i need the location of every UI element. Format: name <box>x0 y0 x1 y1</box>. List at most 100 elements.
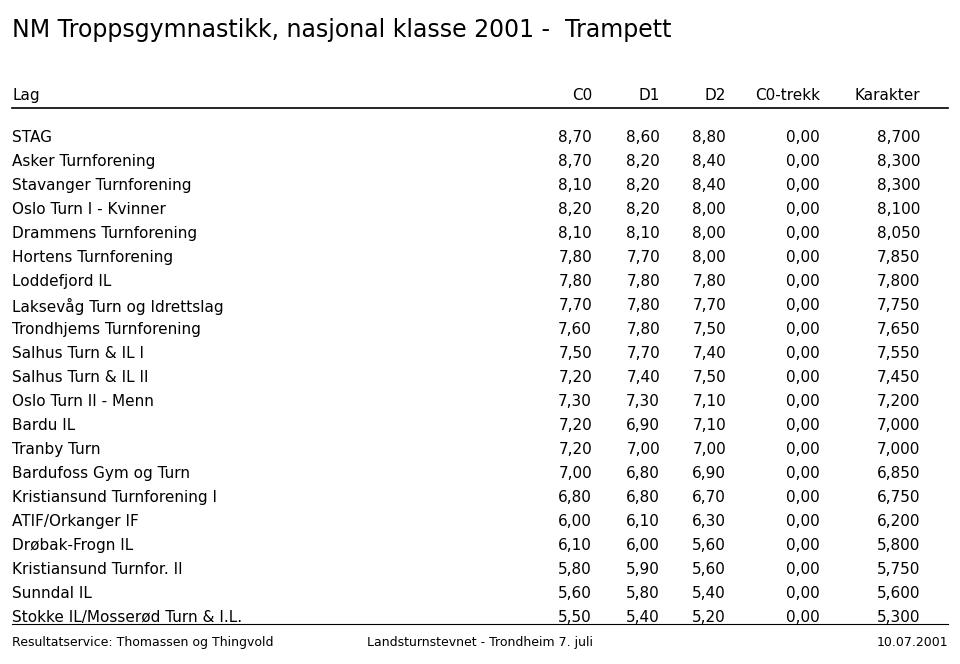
Text: 7,70: 7,70 <box>559 298 592 313</box>
Text: Kristiansund Turnforening I: Kristiansund Turnforening I <box>12 490 217 505</box>
Text: 0,00: 0,00 <box>786 226 820 241</box>
Text: 6,00: 6,00 <box>558 514 592 529</box>
Text: 6,00: 6,00 <box>626 538 660 553</box>
Text: Drøbak-Frogn IL: Drøbak-Frogn IL <box>12 538 133 553</box>
Text: 6,80: 6,80 <box>626 466 660 481</box>
Text: 0,00: 0,00 <box>786 490 820 505</box>
Text: 5,300: 5,300 <box>876 610 920 625</box>
Text: 8,300: 8,300 <box>876 178 920 193</box>
Text: Hortens Turnforening: Hortens Turnforening <box>12 250 173 265</box>
Text: 7,10: 7,10 <box>692 418 726 433</box>
Text: 5,60: 5,60 <box>692 538 726 553</box>
Text: 0,00: 0,00 <box>786 562 820 577</box>
Text: 7,650: 7,650 <box>876 322 920 337</box>
Text: 7,70: 7,70 <box>626 346 660 361</box>
Text: 0,00: 0,00 <box>786 130 820 145</box>
Text: 7,70: 7,70 <box>692 298 726 313</box>
Text: 7,80: 7,80 <box>626 298 660 313</box>
Text: 5,60: 5,60 <box>692 562 726 577</box>
Text: 7,30: 7,30 <box>558 394 592 409</box>
Text: Oslo Turn I - Kvinner: Oslo Turn I - Kvinner <box>12 202 166 217</box>
Text: 10.07.2001: 10.07.2001 <box>876 636 948 649</box>
Text: Trondhjems Turnforening: Trondhjems Turnforening <box>12 322 201 337</box>
Text: 7,800: 7,800 <box>876 274 920 289</box>
Text: Sunndal IL: Sunndal IL <box>12 586 92 601</box>
Text: 7,550: 7,550 <box>876 346 920 361</box>
Text: 7,20: 7,20 <box>559 442 592 457</box>
Text: 6,850: 6,850 <box>876 466 920 481</box>
Text: 7,000: 7,000 <box>876 442 920 457</box>
Text: Stokke IL/Mosserød Turn & I.L.: Stokke IL/Mosserød Turn & I.L. <box>12 610 242 625</box>
Text: 0,00: 0,00 <box>786 250 820 265</box>
Text: 6,200: 6,200 <box>876 514 920 529</box>
Text: Karakter: Karakter <box>854 88 920 103</box>
Text: Laksevåg Turn og Idrettslag: Laksevåg Turn og Idrettslag <box>12 298 224 315</box>
Text: 5,50: 5,50 <box>559 610 592 625</box>
Text: Oslo Turn II - Menn: Oslo Turn II - Menn <box>12 394 154 409</box>
Text: 6,10: 6,10 <box>558 538 592 553</box>
Text: Salhus Turn & IL I: Salhus Turn & IL I <box>12 346 144 361</box>
Text: 7,80: 7,80 <box>559 250 592 265</box>
Text: 7,750: 7,750 <box>876 298 920 313</box>
Text: Asker Turnforening: Asker Turnforening <box>12 154 156 169</box>
Text: 6,750: 6,750 <box>876 490 920 505</box>
Text: 8,00: 8,00 <box>692 226 726 241</box>
Text: 6,90: 6,90 <box>692 466 726 481</box>
Text: Bardufoss Gym og Turn: Bardufoss Gym og Turn <box>12 466 190 481</box>
Text: 6,80: 6,80 <box>626 490 660 505</box>
Text: 7,60: 7,60 <box>558 322 592 337</box>
Text: 8,10: 8,10 <box>559 226 592 241</box>
Text: Bardu IL: Bardu IL <box>12 418 75 433</box>
Text: 6,70: 6,70 <box>692 490 726 505</box>
Text: 7,70: 7,70 <box>626 250 660 265</box>
Text: 7,40: 7,40 <box>692 346 726 361</box>
Text: 7,200: 7,200 <box>876 394 920 409</box>
Text: C0-trekk: C0-trekk <box>755 88 820 103</box>
Text: 0,00: 0,00 <box>786 394 820 409</box>
Text: 5,40: 5,40 <box>626 610 660 625</box>
Text: 6,10: 6,10 <box>626 514 660 529</box>
Text: 5,80: 5,80 <box>559 562 592 577</box>
Text: 7,000: 7,000 <box>876 418 920 433</box>
Text: 7,00: 7,00 <box>559 466 592 481</box>
Text: 8,40: 8,40 <box>692 154 726 169</box>
Text: 7,50: 7,50 <box>692 370 726 385</box>
Text: 8,300: 8,300 <box>876 154 920 169</box>
Text: C0: C0 <box>572 88 592 103</box>
Text: Landsturnstevnet - Trondheim 7. juli: Landsturnstevnet - Trondheim 7. juli <box>367 636 593 649</box>
Text: Loddefjord IL: Loddefjord IL <box>12 274 111 289</box>
Text: 8,10: 8,10 <box>626 226 660 241</box>
Text: 7,450: 7,450 <box>876 370 920 385</box>
Text: 8,050: 8,050 <box>876 226 920 241</box>
Text: 8,70: 8,70 <box>559 154 592 169</box>
Text: 0,00: 0,00 <box>786 202 820 217</box>
Text: 7,80: 7,80 <box>626 322 660 337</box>
Text: 8,100: 8,100 <box>876 202 920 217</box>
Text: Resultatservice: Thomassen og Thingvold: Resultatservice: Thomassen og Thingvold <box>12 636 274 649</box>
Text: 7,00: 7,00 <box>626 442 660 457</box>
Text: 0,00: 0,00 <box>786 538 820 553</box>
Text: 7,50: 7,50 <box>692 322 726 337</box>
Text: 0,00: 0,00 <box>786 610 820 625</box>
Text: D1: D1 <box>638 88 660 103</box>
Text: Kristiansund Turnfor. II: Kristiansund Turnfor. II <box>12 562 182 577</box>
Text: 0,00: 0,00 <box>786 370 820 385</box>
Text: 5,600: 5,600 <box>876 586 920 601</box>
Text: 8,20: 8,20 <box>626 178 660 193</box>
Text: 8,40: 8,40 <box>692 178 726 193</box>
Text: 7,80: 7,80 <box>692 274 726 289</box>
Text: 7,20: 7,20 <box>559 418 592 433</box>
Text: 0,00: 0,00 <box>786 346 820 361</box>
Text: 0,00: 0,00 <box>786 322 820 337</box>
Text: 8,20: 8,20 <box>559 202 592 217</box>
Text: 0,00: 0,00 <box>786 154 820 169</box>
Text: Drammens Turnforening: Drammens Turnforening <box>12 226 197 241</box>
Text: 8,700: 8,700 <box>876 130 920 145</box>
Text: 5,750: 5,750 <box>876 562 920 577</box>
Text: STAG: STAG <box>12 130 52 145</box>
Text: 0,00: 0,00 <box>786 466 820 481</box>
Text: 8,20: 8,20 <box>626 154 660 169</box>
Text: 8,00: 8,00 <box>692 202 726 217</box>
Text: 7,30: 7,30 <box>626 394 660 409</box>
Text: 8,70: 8,70 <box>559 130 592 145</box>
